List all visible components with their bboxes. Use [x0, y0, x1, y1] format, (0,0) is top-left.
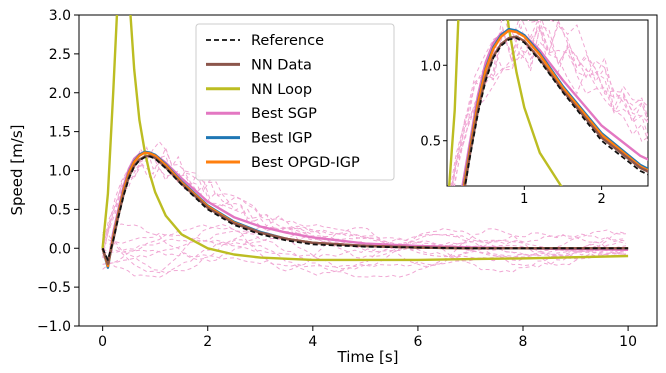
y-tick-label: 0.0 [49, 241, 71, 257]
trial-curve [102, 155, 627, 260]
inset-x-tick-label: 1 [520, 192, 528, 207]
inset-series-line-nn-loop [447, 20, 563, 186]
main-x-axis: 0 2 4 6 8 10 [98, 326, 637, 350]
legend-label: Best SGP [251, 106, 317, 122]
legend-label: NN Loop [251, 82, 312, 98]
y-tick-label: 1.5 [49, 125, 71, 141]
y-tick-label: 2.0 [49, 86, 71, 102]
x-tick-label: 2 [203, 334, 212, 350]
x-tick-label: 4 [308, 334, 317, 350]
inset-series-line-reference [464, 37, 648, 186]
y-tick-label: 3.0 [49, 8, 71, 24]
main-y-axis: −1.0 −0.5 0.0 0.5 1.0 1.5 2.0 2.5 3.0 [37, 8, 79, 335]
inset-y-tick-label: 0.5 [420, 135, 441, 150]
inset-trial-curve [450, 24, 648, 186]
legend-label: Best IGP [251, 131, 312, 147]
inset-series-group [447, 20, 648, 186]
x-tick-label: 6 [413, 334, 422, 350]
legend-label: NN Data [251, 57, 312, 73]
y-tick-label: 1.0 [49, 164, 71, 180]
trial-curve [102, 239, 627, 278]
legend: Reference NN Data NN Loop Best SGP Best IGP B… [195, 23, 395, 181]
trial-curve [102, 146, 627, 259]
x-tick-label: 8 [519, 334, 528, 350]
legend-frame [195, 23, 395, 181]
y-tick-label: 0.5 [49, 202, 71, 218]
trial-curve [102, 223, 627, 262]
y-axis-label: Speed [m/s] [8, 125, 26, 216]
trial-curve [102, 224, 627, 278]
trial-curve [102, 231, 627, 274]
y-tick-label: −1.0 [37, 319, 71, 335]
inset-trial-curves [450, 20, 648, 186]
x-tick-label: 10 [619, 334, 637, 350]
x-axis-label: Time [s] [337, 348, 399, 366]
inset-trial-curve [451, 25, 648, 186]
y-tick-label: −0.5 [37, 280, 71, 296]
inset-y-tick-label: 1.0 [420, 59, 441, 74]
legend-label: Best OPGD-IGP [251, 155, 360, 171]
inset-x-tick-label: 2 [597, 192, 605, 207]
main-series-group [101, 15, 629, 269]
y-tick-label: 2.5 [49, 47, 71, 63]
inset-y-axis: 0.5 1.0 [420, 59, 447, 150]
series-line-nn-loop [101, 15, 629, 262]
trial-curve [102, 223, 627, 274]
legend-label: Reference [251, 33, 324, 49]
inset-trial-curve [453, 26, 648, 186]
x-tick-label: 0 [98, 334, 107, 350]
